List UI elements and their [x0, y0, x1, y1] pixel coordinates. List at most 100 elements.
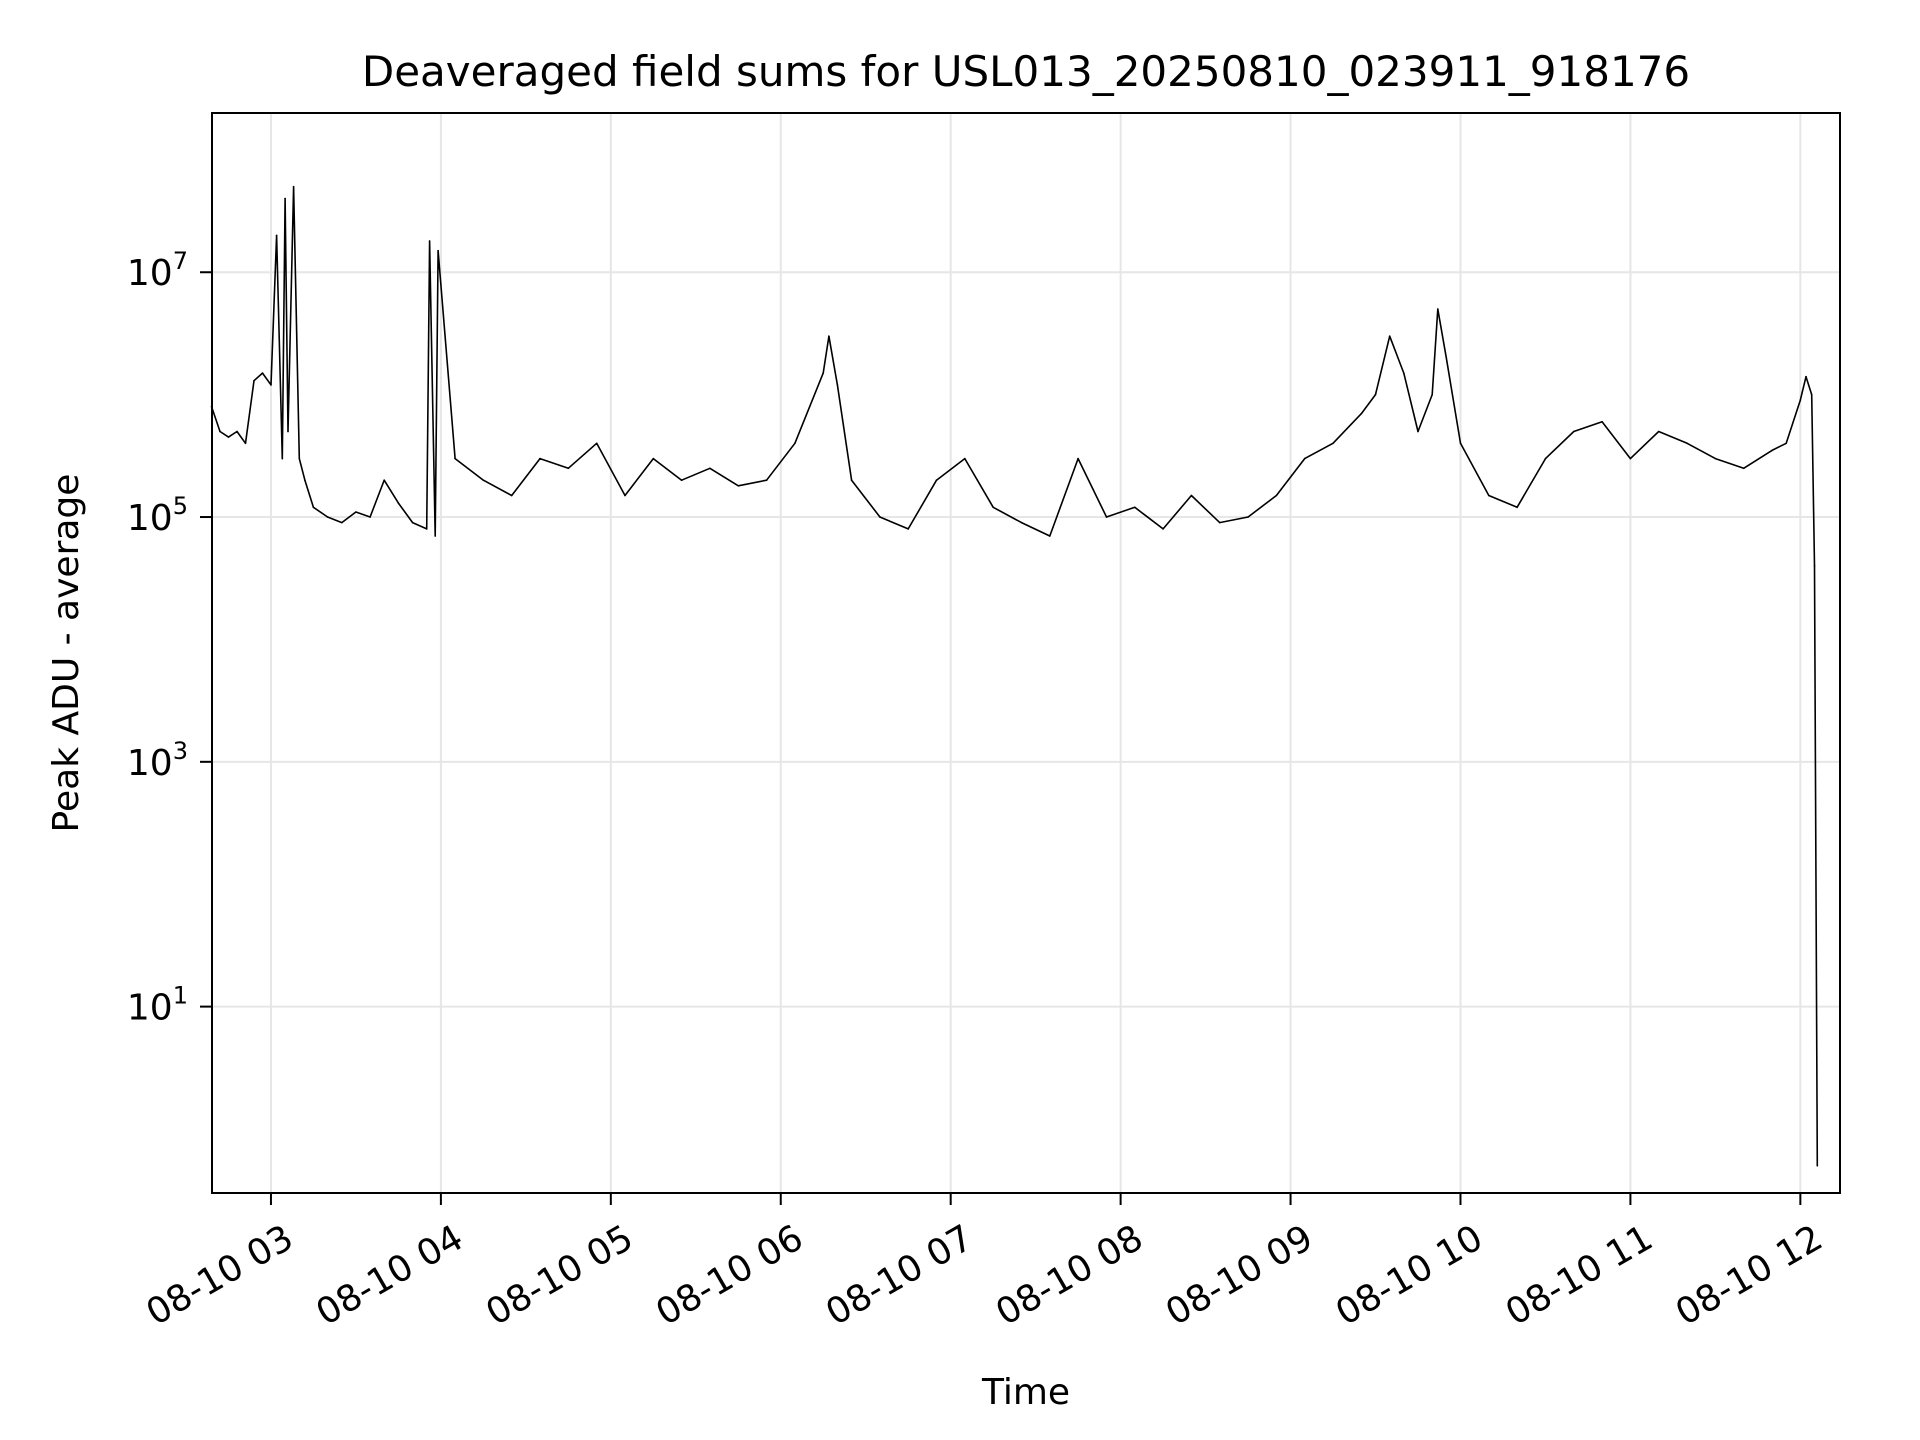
data-point	[425, 528, 428, 530]
data-point	[1437, 308, 1439, 310]
data-point	[383, 479, 386, 482]
data-point	[652, 457, 655, 460]
data-point	[1275, 494, 1278, 497]
data-point	[270, 384, 272, 386]
x-tick-label: 08-10 11	[1499, 1217, 1660, 1333]
x-tick-label: 08-10 09	[1159, 1217, 1320, 1333]
y-tick-label: 105	[127, 492, 188, 539]
data-point	[1403, 372, 1405, 374]
data-point	[1573, 430, 1575, 433]
data-point	[567, 467, 570, 470]
x-tick-label: 08-10 12	[1669, 1217, 1830, 1333]
x-tick-label: 08-10 04	[310, 1217, 471, 1333]
data-point	[1134, 506, 1136, 509]
data-point	[326, 516, 329, 518]
data-point	[1771, 449, 1773, 452]
data-point	[510, 494, 513, 497]
data-point	[822, 372, 824, 374]
data-point	[1799, 399, 1802, 402]
data-point	[1332, 442, 1334, 445]
data-point	[261, 372, 264, 374]
data-point	[437, 249, 439, 252]
data-point	[428, 240, 431, 242]
data-point	[304, 479, 306, 482]
data-point	[1303, 457, 1306, 460]
data-point	[1459, 442, 1462, 445]
y-tick-label: 101	[127, 982, 188, 1029]
data-point	[1810, 393, 1813, 396]
data-point	[765, 479, 768, 482]
x-tick-label: 08-10 05	[479, 1217, 640, 1333]
data-point	[539, 457, 541, 460]
data-point	[1445, 357, 1448, 359]
x-tick-label: 08-10 08	[989, 1217, 1150, 1333]
data-point	[1388, 335, 1391, 338]
data-point	[1805, 375, 1807, 378]
data-point	[1544, 457, 1547, 460]
data-point	[1162, 528, 1164, 530]
x-tick-label: 08-10 03	[140, 1217, 301, 1333]
y-tick-label: 107	[127, 247, 188, 294]
series-line	[210, 185, 1819, 1166]
data-point	[680, 479, 683, 482]
data-point	[1247, 516, 1249, 518]
data-point	[454, 457, 456, 460]
data-point	[284, 197, 286, 200]
data-point	[1785, 442, 1787, 445]
y-tick-label: 103	[127, 737, 188, 784]
data-point	[341, 521, 343, 524]
x-tick-label: 08-10 06	[649, 1217, 810, 1333]
data-point	[1601, 421, 1603, 423]
data-point	[1431, 393, 1433, 396]
series-layer	[210, 185, 1819, 1167]
data-point	[281, 457, 284, 460]
data-point	[1190, 494, 1193, 497]
data-point	[1742, 467, 1745, 470]
data-point	[709, 467, 711, 470]
data-point	[1629, 457, 1632, 460]
data-point	[1105, 516, 1108, 518]
data-point	[236, 430, 238, 433]
data-point	[794, 442, 796, 445]
data-point	[434, 535, 437, 537]
data-point	[482, 479, 485, 482]
data-point	[312, 506, 315, 509]
data-point	[287, 430, 289, 433]
data-point	[624, 494, 626, 497]
x-axis-ticks: 08-10 03 08-10 04 08-10 05 08-10 06 08-10 07…	[140, 1193, 1830, 1334]
data-point	[1657, 430, 1660, 433]
data-point	[1020, 521, 1023, 524]
data-point	[907, 528, 909, 530]
x-axis-label: Time	[981, 1372, 1070, 1413]
y-axis-label: Peak ADU - average	[46, 474, 87, 833]
data-point	[1360, 412, 1363, 415]
grid-layer	[212, 113, 1840, 1193]
data-point	[879, 516, 881, 518]
data-point	[1049, 535, 1051, 537]
plot-frame	[211, 112, 1841, 1194]
data-point	[411, 521, 414, 524]
data-point	[1686, 442, 1688, 445]
data-point	[1813, 564, 1816, 567]
chart-title: Deaveraged field sums for USL013_2025081…	[362, 47, 1690, 96]
x-tick-label: 08-10 10	[1329, 1217, 1490, 1333]
data-point	[992, 506, 994, 509]
data-point	[595, 442, 598, 445]
data-point	[253, 379, 255, 382]
data-point	[935, 479, 938, 482]
data-point	[227, 436, 230, 438]
data-point	[836, 384, 839, 386]
data-point	[292, 185, 295, 188]
data-point	[1516, 506, 1518, 509]
data-point	[275, 234, 278, 237]
data-point	[244, 442, 247, 445]
data-point	[298, 457, 301, 460]
data-point	[369, 516, 371, 518]
y-axis-ticks: 101 103 105 107	[127, 247, 212, 1029]
data-point	[1077, 457, 1079, 460]
data-point	[737, 485, 740, 487]
data-point	[397, 502, 400, 504]
data-point	[828, 335, 830, 338]
data-point	[1374, 393, 1377, 396]
